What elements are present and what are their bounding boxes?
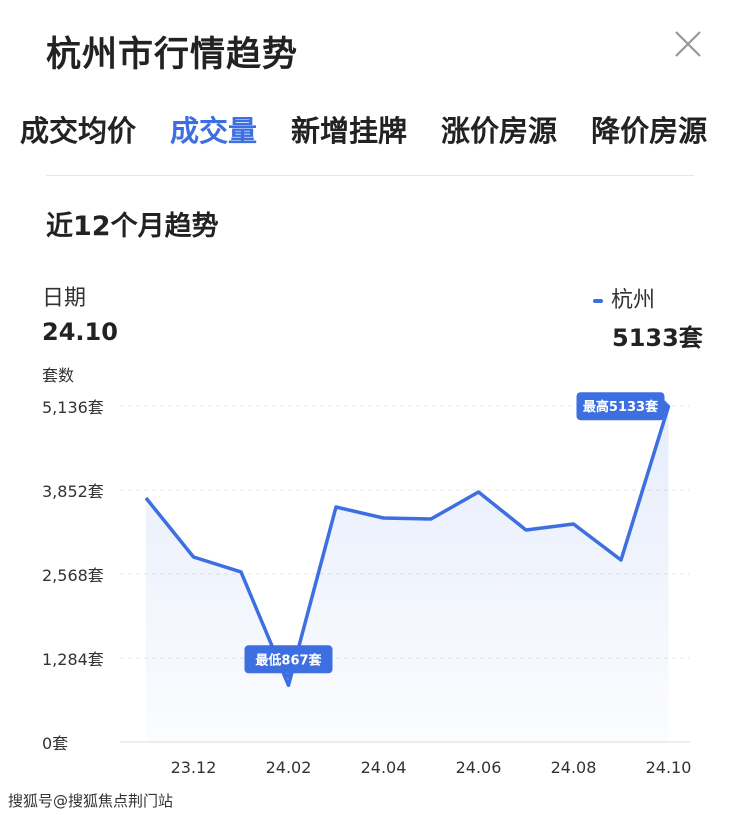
x-tick-label: 23.12 bbox=[171, 758, 217, 777]
x-tick-label: 24.02 bbox=[266, 758, 312, 777]
y-tick-label: 0套 bbox=[42, 734, 68, 753]
series-line bbox=[144, 405, 671, 688]
page-title: 杭州市行情趋势 bbox=[46, 35, 299, 75]
tab-price-down[interactable]: 降价房源 bbox=[591, 114, 708, 148]
y-axis-label: 套数 bbox=[42, 366, 75, 385]
tab-bar: 成交均价 成交量 新增挂牌 涨价房源 降价房源 bbox=[20, 108, 740, 150]
divider bbox=[46, 175, 694, 176]
x-tick-label: 24.04 bbox=[361, 758, 407, 777]
legend-label: 杭州 bbox=[611, 288, 656, 313]
min-annotation: 最低867套 bbox=[255, 652, 322, 668]
y-tick-label: 1,284套 bbox=[42, 650, 104, 669]
tab-volume[interactable]: 成交量 bbox=[170, 114, 258, 148]
x-tick-label: 24.08 bbox=[551, 758, 597, 777]
section-title: 近12个月趋势 bbox=[46, 211, 219, 242]
series-value: 5133套 bbox=[612, 324, 703, 352]
max-annotation-pointer bbox=[664, 400, 671, 413]
line-chart: 0套 1,284套 2,568套 3,852套 5,136套 23.12 24.02 24.0… bbox=[42, 392, 692, 777]
close-icon[interactable] bbox=[672, 28, 704, 60]
legend-marker bbox=[593, 299, 603, 303]
date-label: 日期 bbox=[42, 286, 87, 311]
y-tick-label: 2,568套 bbox=[42, 566, 104, 585]
max-annotation-bg bbox=[576, 392, 665, 421]
area-fill bbox=[146, 406, 669, 742]
y-tick-label: 3,852套 bbox=[42, 482, 104, 501]
tab-avg-price[interactable]: 成交均价 bbox=[20, 114, 137, 148]
date-value: 24.10 bbox=[42, 318, 118, 346]
watermark: 搜狐号@搜狐焦点荆门站 bbox=[8, 792, 174, 810]
min-annotation-pointer bbox=[283, 673, 294, 680]
legend-item: 杭州 bbox=[593, 282, 655, 314]
y-tick-label: 5,136套 bbox=[42, 398, 104, 417]
tab-new-listings[interactable]: 新增挂牌 bbox=[291, 114, 408, 148]
tab-price-up[interactable]: 涨价房源 bbox=[441, 114, 558, 148]
max-annotation: 最高5133套 bbox=[583, 399, 659, 415]
x-tick-label: 24.06 bbox=[456, 758, 502, 777]
min-annotation-bg bbox=[244, 645, 333, 674]
x-tick-label: 24.10 bbox=[646, 758, 692, 777]
